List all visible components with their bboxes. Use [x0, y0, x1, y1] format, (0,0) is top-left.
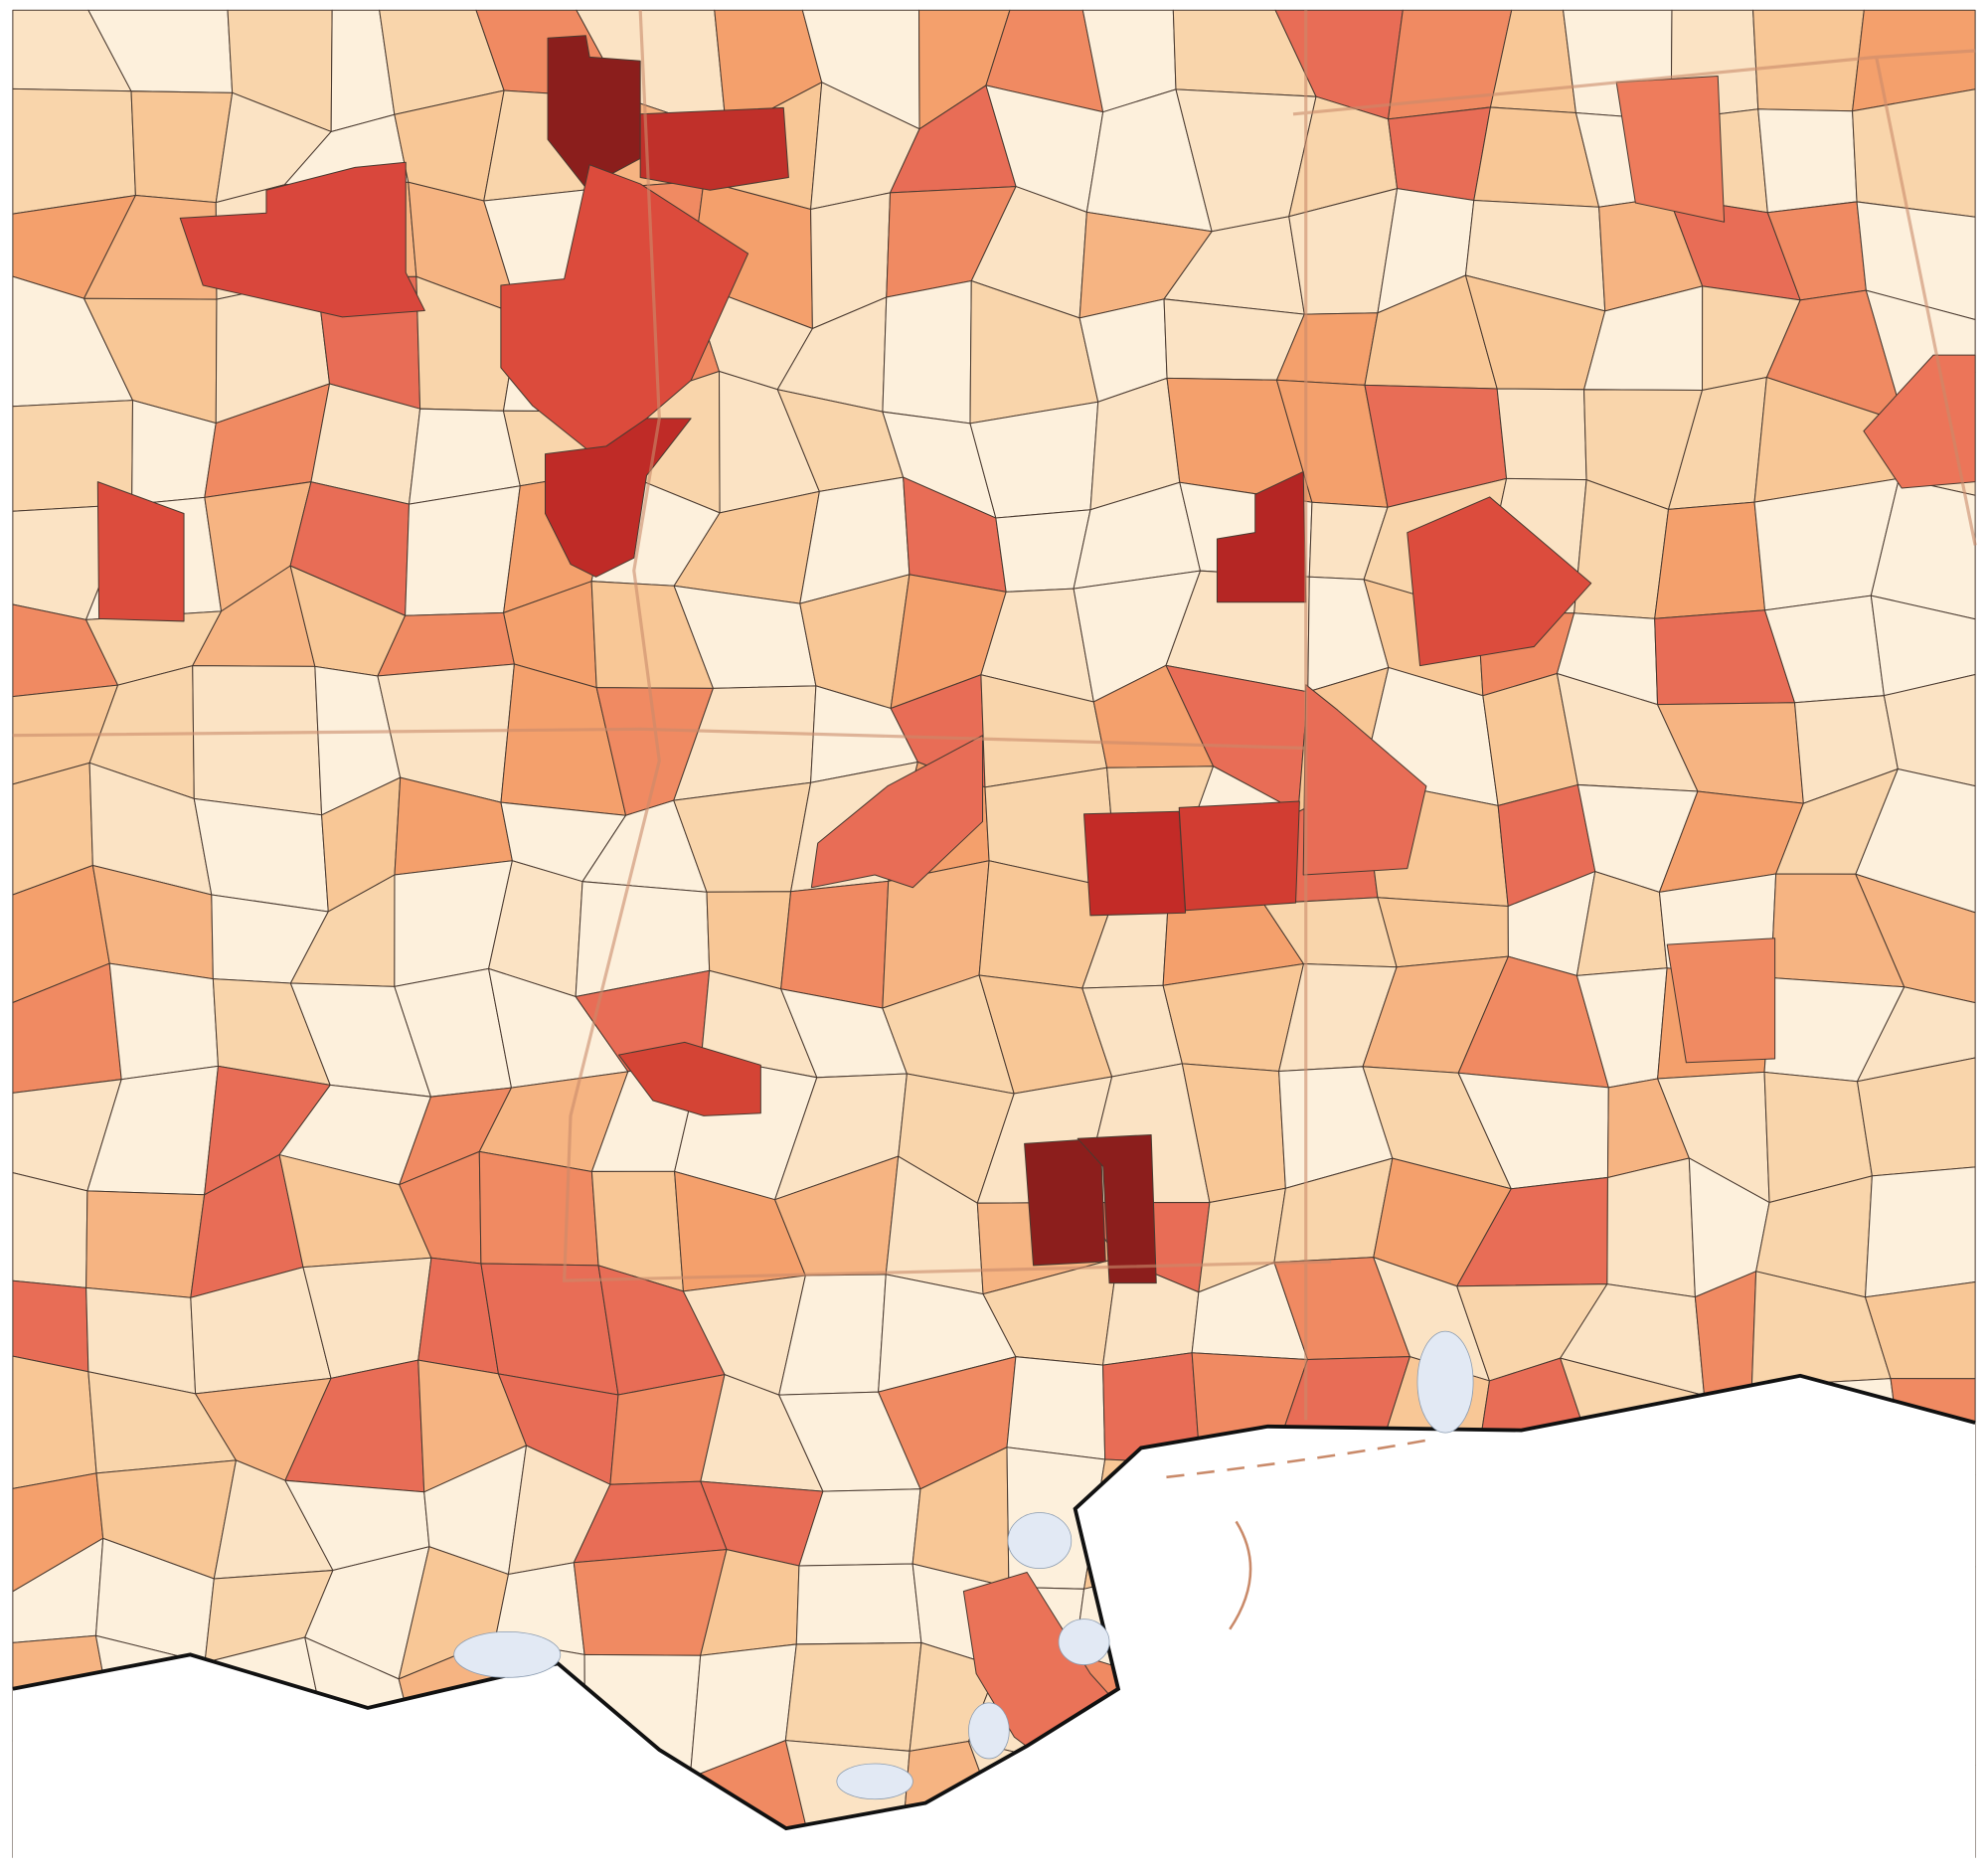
- county: [12, 87, 136, 215]
- county: [1654, 501, 1766, 619]
- county: [810, 735, 984, 889]
- bay: [836, 1763, 913, 1800]
- county: [882, 280, 972, 425]
- barrier-islands: [1166, 1438, 1433, 1479]
- island: [1229, 1520, 1252, 1630]
- gulf-water: [12, 1375, 1976, 1874]
- county: [1077, 1133, 1157, 1284]
- county: [1757, 108, 1858, 214]
- county: [639, 106, 789, 191]
- county: [784, 1641, 922, 1752]
- county: [12, 1355, 97, 1489]
- county: [1006, 1356, 1106, 1460]
- county: [12, 1172, 88, 1288]
- county: [108, 962, 219, 1081]
- county: [1388, 106, 1491, 202]
- county: [780, 880, 890, 1009]
- county: [1377, 897, 1509, 968]
- county: [1615, 76, 1726, 223]
- county: [85, 1190, 206, 1298]
- county: [1606, 1157, 1696, 1298]
- county: [1083, 810, 1187, 917]
- county: [1178, 800, 1300, 912]
- county: [617, 1041, 761, 1116]
- county: [500, 164, 749, 457]
- state-border: [12, 10, 1977, 1421]
- county: [1666, 937, 1776, 1064]
- county: [1863, 354, 1976, 489]
- county: [1216, 470, 1307, 603]
- county: [179, 161, 425, 318]
- county: [96, 481, 185, 622]
- lake: [453, 1631, 562, 1678]
- county: [1852, 88, 1976, 218]
- county: [1024, 1137, 1106, 1267]
- bay: [1007, 1512, 1073, 1570]
- county: [405, 485, 521, 616]
- county: [1302, 684, 1427, 876]
- water-bodies: [453, 1330, 1474, 1800]
- bay: [1416, 1330, 1474, 1434]
- county: [795, 1563, 922, 1645]
- bay: [968, 1702, 1010, 1760]
- county: [1496, 388, 1587, 481]
- county: [1865, 1166, 1976, 1298]
- county: [1407, 496, 1592, 667]
- bay: [1058, 1618, 1110, 1665]
- county: [547, 35, 641, 189]
- county: [573, 1549, 728, 1656]
- county: [545, 418, 692, 578]
- county: [130, 90, 234, 204]
- county: [192, 665, 323, 816]
